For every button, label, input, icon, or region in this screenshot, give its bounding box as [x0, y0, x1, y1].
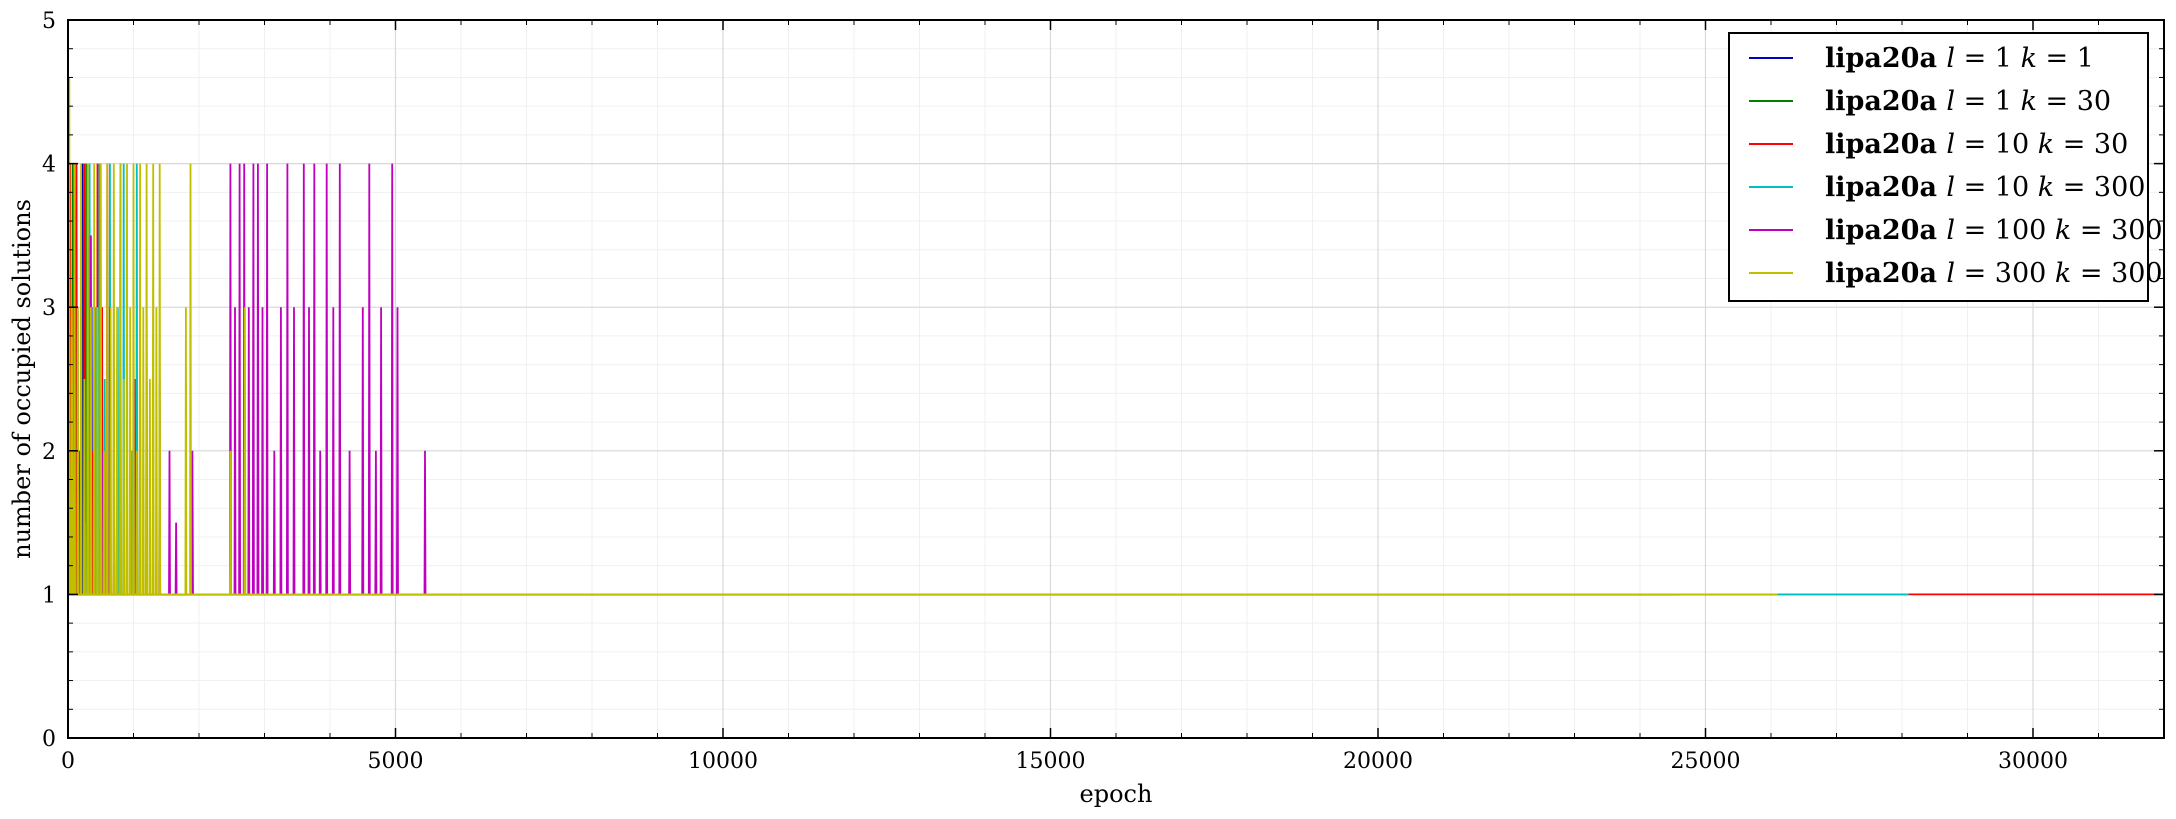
legend-entry: lipa20a l = 100 k = 300: [1825, 215, 2163, 246]
axis-ticks: [67, 19, 2165, 739]
legend-entry-part: = 300: [1955, 258, 2055, 289]
legend-entry-part: k: [2038, 129, 2054, 160]
x-tick-label: 30000: [1998, 749, 2068, 774]
series-layer: [67, 77, 2164, 596]
legend-entry: lipa20a l = 300 k = 300: [1825, 258, 2163, 289]
legend-entry: lipa20a l = 10 k = 30: [1825, 129, 2128, 160]
legend-entry-part: lipa20a: [1825, 129, 1946, 160]
legend-entry-part: l: [1946, 86, 1955, 117]
x-tick-label: 20000: [1343, 749, 1413, 774]
legend-entry-part: = 1: [1955, 86, 2021, 117]
legend-entry-part: l: [1946, 129, 1955, 160]
legend-entry-part: l: [1946, 258, 1955, 289]
legend-entry-part: lipa20a: [1825, 215, 1946, 246]
legend-entry-part: = 300: [2054, 172, 2145, 203]
y-tick-label: 1: [42, 583, 56, 608]
legend-entry-part: k: [2021, 43, 2037, 74]
legend-entry-part: = 300: [2071, 258, 2162, 289]
legend-box: [1728, 32, 2149, 302]
legend-entry-part: k: [2055, 215, 2071, 246]
legend-entry-part: = 30: [2037, 86, 2111, 117]
x-tick-label: 15000: [1016, 749, 1086, 774]
x-tick-label: 0: [61, 749, 75, 774]
legend-entry: lipa20a l = 1 k = 1: [1825, 43, 2094, 74]
legend-entry: lipa20a l = 10 k = 300: [1825, 172, 2145, 203]
legend-entry-part: k: [2055, 258, 2071, 289]
legend-entry-part: = 100: [1955, 215, 2055, 246]
x-tick-label: 25000: [1671, 749, 1741, 774]
y-tick-label: 2: [42, 440, 56, 465]
legend-entry-part: k: [2021, 86, 2037, 117]
legend-entry-part: lipa20a: [1825, 86, 1946, 117]
legend-entry-part: = 1: [2037, 43, 2094, 74]
legend-entry-part: l: [1946, 215, 1955, 246]
legend-entry-part: = 300: [2071, 215, 2162, 246]
legend-entry-part: = 10: [1955, 129, 2038, 160]
x-tick-label: 5000: [368, 749, 424, 774]
tick-labels: 0 5000 10000 15000 20000 25000 30000 0 1 2 3 4 5: [42, 9, 2068, 774]
y-tick-label: 0: [42, 727, 56, 752]
x-tick-label: 10000: [688, 749, 758, 774]
legend-entry-part: = 10: [1955, 172, 2038, 203]
y-tick-label: 4: [42, 153, 56, 178]
legend-entry: lipa20a l = 1 k = 30: [1825, 86, 2111, 117]
legend-entry-part: k: [2038, 172, 2054, 203]
y-tick-label: 5: [42, 9, 56, 34]
legend-entry-part: = 30: [2054, 129, 2128, 160]
y-tick-label: 3: [42, 296, 56, 321]
series-line-6: [67, 77, 1778, 596]
legend-entry-part: lipa20a: [1825, 172, 1946, 203]
x-axis-label: epoch: [1080, 780, 1153, 808]
legend-entry-part: lipa20a: [1825, 258, 1946, 289]
legend-entry-part: = 1: [1955, 43, 2021, 74]
legend-entry-part: lipa20a: [1825, 43, 1946, 74]
y-axis-label: number of occupied solutions: [8, 199, 36, 559]
legend-entry-part: l: [1946, 43, 1955, 74]
legend-entry-part: l: [1946, 172, 1955, 203]
